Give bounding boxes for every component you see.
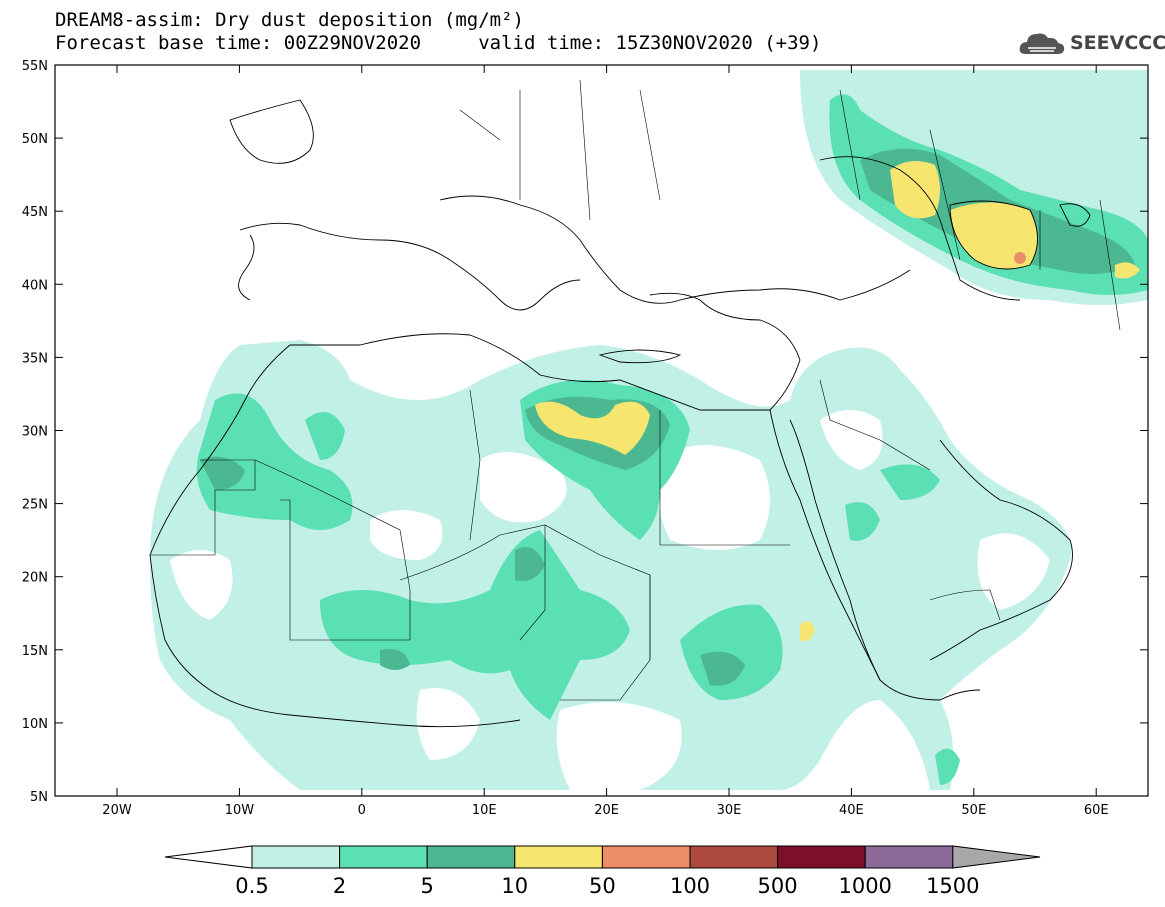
lat-label: 20N xyxy=(22,571,48,586)
colorbar-label: 0.5 xyxy=(235,874,268,898)
lat-label: 15N xyxy=(22,644,48,659)
colorbar-label: 2 xyxy=(333,874,346,898)
lon-label: 10E xyxy=(472,803,497,818)
colorbar-label: 1000 xyxy=(838,874,891,898)
dust-fields xyxy=(150,70,1148,790)
colorbar-label: 10 xyxy=(501,874,528,898)
latitude-axis: 55N 50N 45N 40N 35N 30N 25N 20N 15N 10N 5N xyxy=(22,59,1148,805)
logo-text: SEEVCCC xyxy=(1070,32,1165,54)
colorbar-label: 5 xyxy=(421,874,434,898)
colorbar-swatch xyxy=(251,845,341,869)
lon-label: 20W xyxy=(102,803,132,818)
colorbar: 0.5 2 5 10 50 100 500 1000 1500 xyxy=(164,845,1041,898)
colorbar-swatch xyxy=(339,845,428,869)
colorbar-label: 50 xyxy=(589,874,616,898)
dust-free-areas xyxy=(170,410,1050,790)
country-borders xyxy=(150,79,1121,701)
longitude-axis: 20W 10W 0 10E 20E 30E 40E 50E 60E xyxy=(102,65,1109,818)
lon-label: 10W xyxy=(225,803,255,818)
map-title: DREAM8-assim: Dry dust deposition (mg/m²… xyxy=(55,9,524,31)
lat-label: 25N xyxy=(22,498,48,513)
colorbar-label: 100 xyxy=(670,874,710,898)
dust-level-50 xyxy=(1014,252,1026,264)
cloud-icon xyxy=(1019,33,1065,54)
lon-label: 20E xyxy=(594,803,619,818)
lon-label: 30E xyxy=(717,803,742,818)
dust-level-10 xyxy=(535,161,1140,642)
colorbar-swatch xyxy=(777,845,866,869)
colorbar-swatch xyxy=(689,845,779,869)
lat-label: 40N xyxy=(22,278,48,293)
colorbar-swatch xyxy=(426,845,516,869)
lon-label: 60E xyxy=(1084,803,1109,818)
colorbar-low-arrow xyxy=(164,845,253,869)
lat-label: 30N xyxy=(22,425,48,440)
lon-label: 40E xyxy=(839,803,864,818)
lat-label: 50N xyxy=(22,132,48,147)
colorbar-swatch xyxy=(864,845,954,869)
colorbar-swatch xyxy=(601,845,691,869)
lat-label: 45N xyxy=(22,205,48,220)
lon-label: 0 xyxy=(358,803,366,818)
colorbar-label: 1500 xyxy=(926,874,979,898)
lon-label: 50E xyxy=(961,803,986,818)
coastlines xyxy=(149,99,1091,728)
colorbar-swatch xyxy=(514,845,603,869)
lat-label: 35N xyxy=(22,351,48,366)
seevccc-logo: SEEVCCC xyxy=(1018,28,1165,58)
lat-label: 55N xyxy=(22,59,48,74)
colorbar-label: 500 xyxy=(758,874,798,898)
lat-label: 5N xyxy=(30,790,48,805)
forecast-times: Forecast base time: 00Z29NOV2020 valid t… xyxy=(55,32,822,54)
lat-label: 10N xyxy=(22,717,48,732)
colorbar-high-arrow xyxy=(952,845,1041,869)
